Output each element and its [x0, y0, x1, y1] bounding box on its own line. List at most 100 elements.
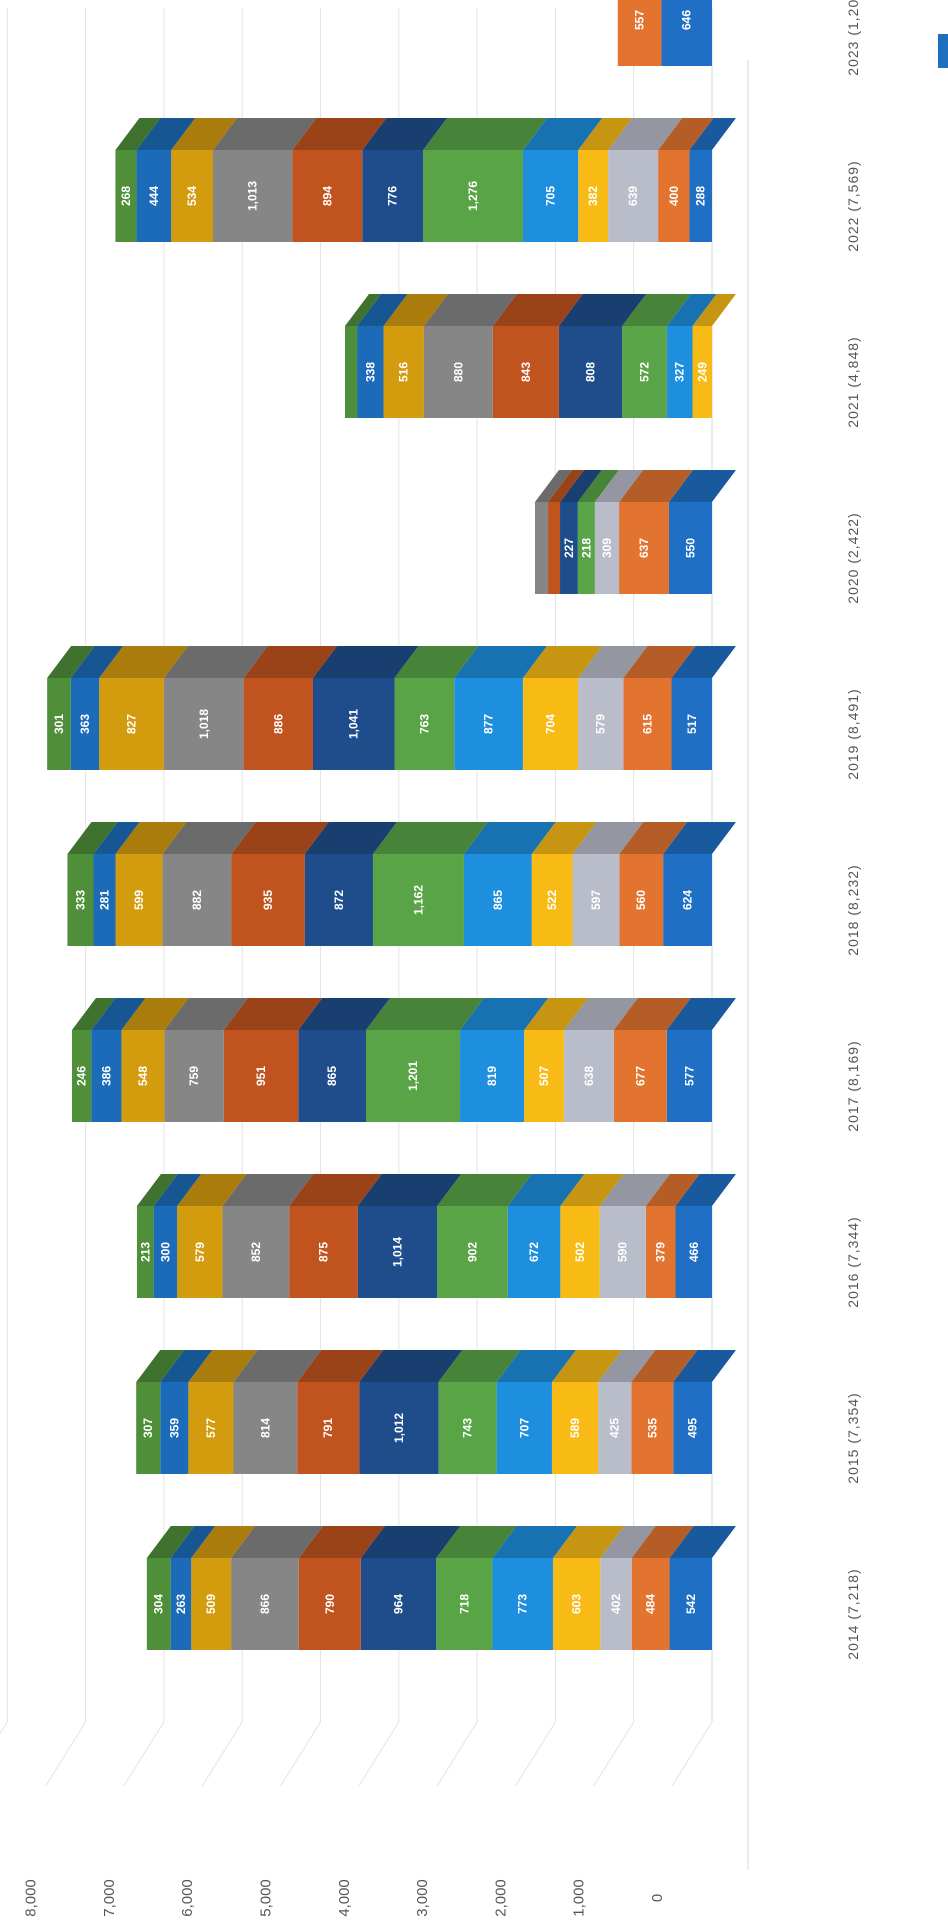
bar-segment-top	[163, 646, 268, 678]
data-label: 307	[141, 1418, 155, 1438]
bar-segment	[345, 326, 358, 418]
data-label: 877	[482, 714, 496, 734]
data-label: 759	[187, 1066, 201, 1086]
bar-segment	[423, 326, 493, 418]
bar-segment	[631, 1382, 674, 1474]
bar-segment-top	[548, 470, 585, 502]
bar-segment-top	[243, 646, 337, 678]
bar-segment-top	[136, 1174, 178, 1206]
data-label: 1,276	[466, 181, 480, 211]
bar-segment	[522, 150, 579, 242]
bar-segment-top	[507, 1174, 585, 1206]
bar-segment	[233, 1382, 298, 1474]
data-label: 572	[638, 362, 652, 382]
bar-segment-top	[365, 998, 485, 1030]
bar-segment	[524, 1030, 564, 1122]
bar-segment-top	[383, 294, 448, 326]
bar-stack: 495 535 425 589 707 743 1,012 791 814 577 359 307	[136, 1350, 736, 1474]
gridline-depth	[436, 1721, 478, 1787]
bar-segment-top	[312, 646, 419, 678]
bar-segment-top	[524, 998, 588, 1030]
bar-segment-top	[222, 1174, 314, 1206]
data-label: 1,012	[392, 1413, 406, 1443]
bar-segment	[357, 1206, 438, 1298]
bar-segment	[534, 502, 549, 594]
data-label: 638	[582, 1066, 596, 1086]
bar-segment-top	[162, 822, 256, 854]
y-axis-ticks: 0 1,000 2,000 3,000 4,000 5,000 6,000 7,000 8,00…	[23, 1879, 666, 1917]
bar-segment-top	[663, 822, 736, 854]
bar-segment-top	[578, 646, 648, 678]
bar-segment-top	[394, 646, 479, 678]
data-label: 535	[645, 1418, 659, 1438]
bar-segment	[563, 1030, 614, 1122]
data-label: 509	[204, 1594, 218, 1614]
bar-segment-top	[560, 1174, 624, 1206]
bar-segment	[463, 854, 532, 946]
bar-segment-top	[136, 118, 196, 150]
data-label: 827	[125, 714, 139, 734]
data-label: 964	[391, 1594, 405, 1614]
data-label: 882	[190, 890, 204, 910]
bar-segment	[423, 150, 523, 242]
bar-segment-top	[598, 1350, 656, 1382]
data-label: 507	[537, 1066, 551, 1086]
data-label: 865	[325, 1066, 339, 1086]
bar-segment-top	[594, 470, 644, 502]
data-label: 743	[461, 1418, 475, 1438]
bar-segment-top	[231, 1526, 323, 1558]
bar-segment-top	[160, 1350, 213, 1382]
category-label: 2015 (7,354)	[845, 1392, 861, 1483]
bar-segment-top	[578, 118, 633, 150]
bar-segment	[689, 150, 712, 242]
data-label: 495	[686, 1418, 700, 1438]
bar-segment	[136, 1206, 154, 1298]
bar-segment	[531, 854, 573, 946]
bar-segment	[362, 150, 424, 242]
bar-segment-top	[146, 1526, 195, 1558]
bar-segment	[631, 1558, 670, 1650]
bar-segment-top	[298, 998, 390, 1030]
bar-segment	[91, 1030, 122, 1122]
bar-segment-top	[115, 822, 187, 854]
bar-segment	[507, 1206, 561, 1298]
bar-segment-top	[666, 294, 717, 326]
data-label: 301	[52, 714, 66, 734]
data-label: 386	[99, 1066, 113, 1086]
data-label: 534	[185, 186, 199, 206]
data-label: 268	[119, 186, 133, 206]
category-label: 2023 (1,203)	[845, 0, 861, 76]
bar-segment-top	[608, 118, 683, 150]
data-label: 599	[132, 890, 146, 910]
data-label: 400	[667, 186, 681, 206]
bar-segment-top	[437, 1174, 532, 1206]
bar-segment-top	[359, 1350, 463, 1382]
data-label: 705	[544, 186, 558, 206]
bar-segment-top	[563, 998, 638, 1030]
bar-segment	[669, 1558, 712, 1650]
bar-segment-top	[622, 294, 691, 326]
data-label: 522	[545, 890, 559, 910]
bar-segment-top	[70, 646, 124, 678]
data-label: 579	[193, 1242, 207, 1262]
bars: 542 484 402 603 773 718 964 790 866 509 263 304 495 5…	[47, 0, 736, 1650]
data-label: 590	[616, 1242, 630, 1262]
data-label: 597	[589, 890, 603, 910]
bar-segment	[608, 150, 659, 242]
gridline-depth	[123, 1721, 165, 1787]
bar-segment-top	[572, 822, 644, 854]
bar-segment-top	[689, 118, 736, 150]
bar-segment	[160, 1382, 189, 1474]
bar-segment	[552, 1558, 601, 1650]
bar-segment	[162, 854, 232, 946]
bar-segment	[460, 1030, 525, 1122]
bar-segment-top	[438, 1350, 521, 1382]
bar-segment	[297, 1382, 360, 1474]
bar-segment-top	[551, 1350, 623, 1382]
bar-segment	[177, 1206, 223, 1298]
category-label: 2019 (8,491)	[845, 688, 861, 779]
gridline-depth	[0, 1721, 8, 1735]
bar-segment-top	[297, 1350, 384, 1382]
data-label: 550	[683, 538, 697, 558]
